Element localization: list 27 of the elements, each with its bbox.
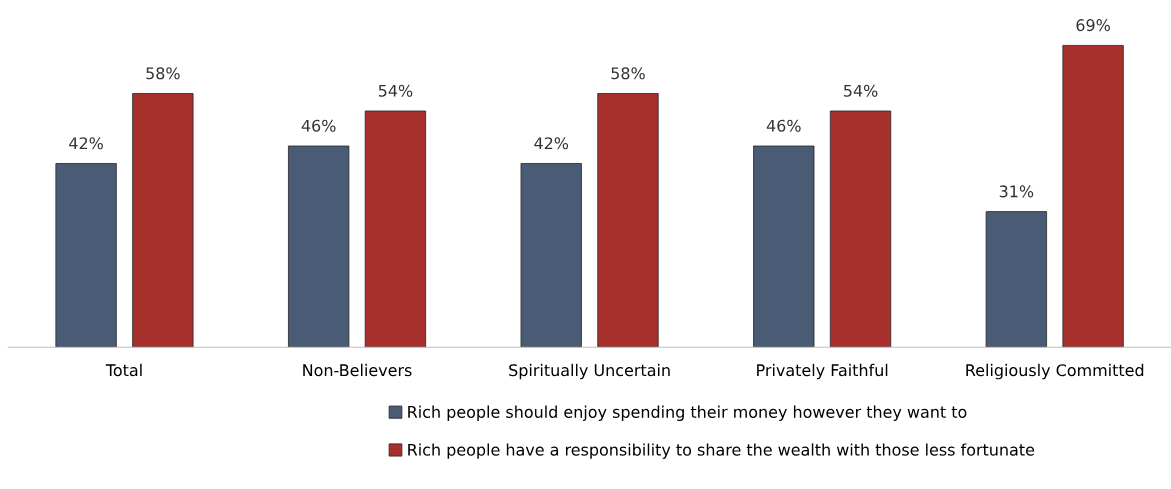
bar [520, 163, 582, 348]
data-label: 58% [611, 67, 645, 80]
data-label: 46% [766, 119, 801, 132]
bar [829, 110, 892, 348]
bar [55, 163, 117, 348]
bar [985, 211, 1047, 348]
bar [132, 93, 194, 348]
data-label: 42% [69, 137, 103, 150]
bar [753, 145, 815, 348]
data-label: 58% [146, 67, 180, 80]
bar [597, 93, 659, 348]
data-label: 54% [378, 84, 413, 97]
data-label: 46% [301, 119, 336, 132]
x-tick-label: Total [105, 363, 142, 377]
bar [288, 145, 350, 348]
bar [1062, 44, 1124, 348]
data-label: 54% [844, 84, 878, 97]
x-tick-label: Religiously Committed [966, 363, 1144, 380]
data-label: 42% [534, 137, 569, 150]
legend-label: Rich people should enjoy spending their money however they want to [408, 405, 967, 422]
x-tick-label: Non-Believers [303, 363, 412, 377]
x-tick-label: Privately Faithful [757, 363, 888, 380]
bar [364, 110, 427, 348]
data-label: 69% [1076, 19, 1110, 32]
x-tick-label: Spiritually Uncertain [509, 363, 670, 380]
data-label: 31% [999, 185, 1034, 198]
legend-label: Rich people have a responsibility to share the wealth with those less fortunate [408, 443, 1035, 459]
